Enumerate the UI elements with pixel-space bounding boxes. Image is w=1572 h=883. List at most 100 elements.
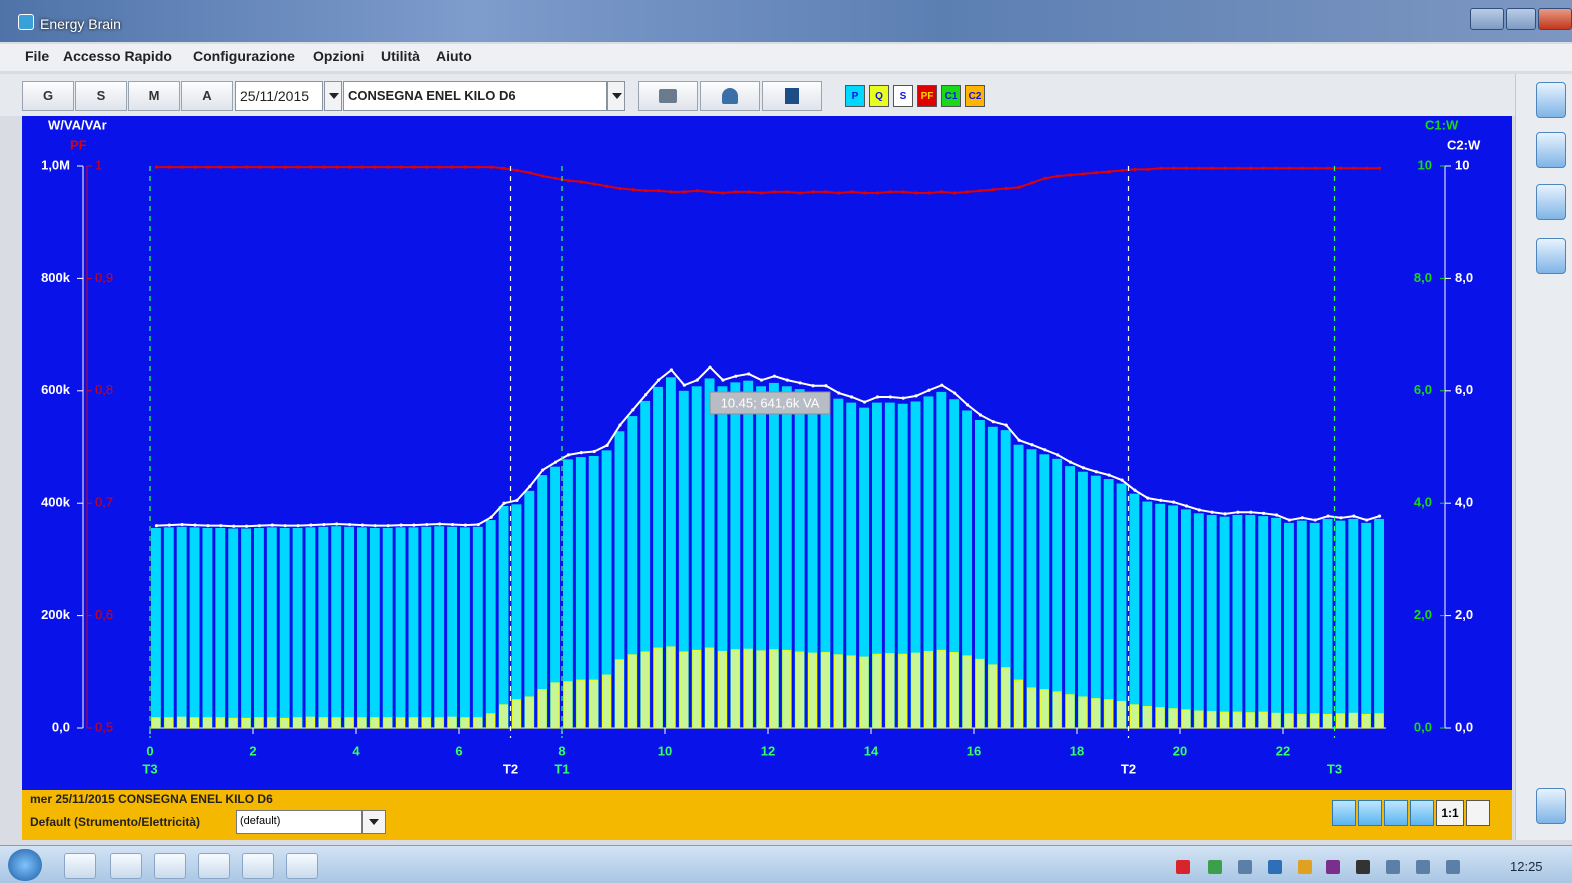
point xyxy=(631,408,635,412)
bar xyxy=(563,681,573,729)
point xyxy=(811,190,815,194)
legend-button[interactable]: PF xyxy=(917,85,937,107)
first-button[interactable] xyxy=(1332,800,1356,826)
x-tick-label: 12 xyxy=(761,743,775,758)
point xyxy=(347,165,352,169)
point xyxy=(553,460,558,464)
menu-item[interactable]: Accesso Rapido xyxy=(63,48,172,64)
bar xyxy=(1039,454,1050,728)
user-button[interactable] xyxy=(700,81,760,111)
period-button[interactable]: S xyxy=(75,81,127,111)
maximize-button[interactable] xyxy=(1506,8,1536,30)
menu-item[interactable]: Configurazione xyxy=(193,48,295,64)
start-button[interactable] xyxy=(8,849,42,881)
point xyxy=(850,190,854,194)
profile-dropdown[interactable] xyxy=(362,810,386,834)
point-dropdown[interactable] xyxy=(607,81,625,111)
tray-icon[interactable] xyxy=(1356,860,1370,874)
point xyxy=(991,188,995,192)
zoom-reset-button[interactable]: 1:1 xyxy=(1436,800,1464,826)
bar xyxy=(1168,505,1178,728)
legend-button[interactable]: Q xyxy=(869,85,889,107)
report-button[interactable] xyxy=(1536,238,1566,274)
x-tick-label: 10 xyxy=(658,743,672,758)
taskbar-app[interactable] xyxy=(64,853,96,879)
tray-icon[interactable] xyxy=(1298,860,1312,874)
tray-icon[interactable] xyxy=(1176,860,1190,874)
taskbar-app[interactable] xyxy=(286,853,318,879)
close-button[interactable] xyxy=(1538,8,1572,30)
x-tick-label: 6 xyxy=(455,743,462,758)
profile-select[interactable]: (default) xyxy=(236,810,362,834)
legend-button[interactable]: P xyxy=(845,85,865,107)
point xyxy=(399,165,403,169)
point xyxy=(1056,453,1060,457)
bar xyxy=(472,526,483,728)
bar xyxy=(614,659,624,729)
legend-button[interactable]: S xyxy=(893,85,913,107)
bar xyxy=(1284,713,1294,729)
bar xyxy=(1155,503,1166,728)
taskbar-app[interactable] xyxy=(242,853,274,879)
tray-icon[interactable] xyxy=(1238,860,1252,874)
legend-button[interactable]: C1 xyxy=(941,85,961,107)
line xyxy=(156,166,1380,194)
point xyxy=(1133,167,1137,171)
next-button[interactable] xyxy=(1384,800,1408,826)
prev-button[interactable] xyxy=(1358,800,1382,826)
formula-button[interactable] xyxy=(1536,184,1566,220)
legend-button[interactable]: C2 xyxy=(965,85,985,107)
date-field[interactable]: 25/11/2015 xyxy=(235,81,323,111)
y-tick-label: 200k xyxy=(41,607,71,622)
taskbar-app[interactable] xyxy=(110,853,142,879)
tray-icon[interactable] xyxy=(1416,860,1430,874)
tray-icon[interactable] xyxy=(1326,860,1340,874)
point xyxy=(862,191,867,195)
point xyxy=(515,498,519,502)
point xyxy=(901,190,905,194)
point-selector[interactable]: CONSEGNA ENEL KILO D6 xyxy=(343,81,607,111)
bar xyxy=(563,459,573,728)
tray-icon[interactable] xyxy=(1386,860,1400,874)
menu-item[interactable]: Utilità xyxy=(381,48,420,64)
point xyxy=(528,484,532,488)
menu-item[interactable]: Aiuto xyxy=(436,48,472,64)
menu-item[interactable]: Opzioni xyxy=(313,48,365,64)
c1-tick-label: 4,0 xyxy=(1414,495,1432,510)
bar xyxy=(730,649,740,729)
point xyxy=(1274,166,1279,170)
bar xyxy=(1193,513,1204,728)
bar xyxy=(1052,458,1063,728)
bar xyxy=(1052,691,1062,729)
tool-button[interactable] xyxy=(1536,788,1566,824)
point xyxy=(1262,166,1266,170)
point xyxy=(322,165,326,169)
menu-item[interactable]: File xyxy=(25,48,50,64)
print-button[interactable] xyxy=(638,81,698,111)
bar xyxy=(228,717,238,729)
period-button[interactable]: M xyxy=(128,81,180,111)
zoom-button[interactable] xyxy=(1466,800,1490,826)
point xyxy=(1352,166,1356,170)
bar xyxy=(1374,518,1384,728)
point xyxy=(373,165,377,169)
tray-icon[interactable] xyxy=(1268,860,1282,874)
bar xyxy=(357,527,367,728)
taskbar-app[interactable] xyxy=(198,853,230,879)
list-view-button[interactable] xyxy=(1536,132,1566,168)
period-button[interactable]: A xyxy=(181,81,233,111)
date-dropdown[interactable] xyxy=(324,81,342,111)
point xyxy=(940,383,944,387)
minimize-button[interactable] xyxy=(1470,8,1504,30)
taskbar-app[interactable] xyxy=(154,853,186,879)
tray-icon[interactable] xyxy=(1446,860,1460,874)
tray-icon[interactable] xyxy=(1208,860,1222,874)
bar xyxy=(1142,501,1153,728)
chart-view-button[interactable] xyxy=(1536,82,1566,118)
point xyxy=(927,388,931,392)
last-button[interactable] xyxy=(1410,800,1434,826)
bar xyxy=(833,654,843,729)
export-button[interactable] xyxy=(762,81,822,111)
chart: W/VA/VAr PF C1:W C2:W 0,0 200k 400k 600k 800k 1,0… xyxy=(41,117,1481,776)
period-button[interactable]: G xyxy=(22,81,74,111)
